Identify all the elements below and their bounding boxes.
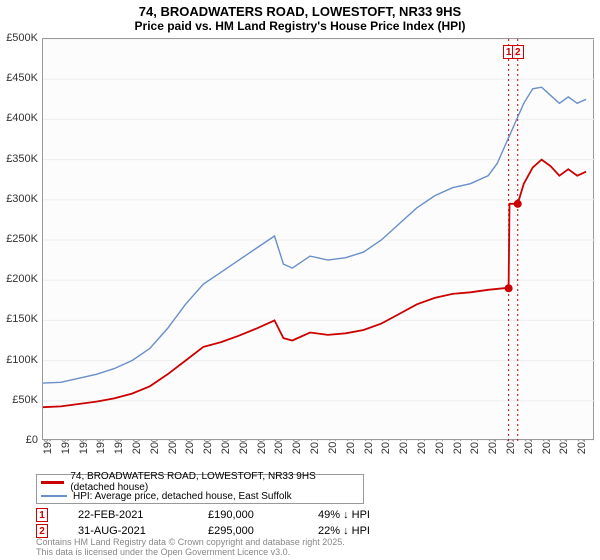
y-tick-label: £0 [26, 434, 38, 446]
y-tick-label: £300K [6, 193, 38, 205]
y-tick-label: £50K [12, 394, 38, 406]
plot-area: 12 [42, 38, 594, 440]
y-tick-label: £450K [6, 72, 38, 84]
sale-date: 31-AUG-2021 [78, 525, 178, 537]
chart-title-line1: 74, BROADWATERS ROAD, LOWESTOFT, NR33 9H… [0, 0, 600, 19]
chart-container: 74, BROADWATERS ROAD, LOWESTOFT, NR33 9H… [0, 0, 600, 560]
y-tick-label: £200K [6, 273, 38, 285]
sale-row: 2 31-AUG-2021 £295,000 22% ↓ HPI [36, 524, 370, 538]
y-tick-label: £100K [6, 354, 38, 366]
plot-svg [43, 39, 595, 441]
legend: 74, BROADWATERS ROAD, LOWESTOFT, NR33 9H… [36, 474, 364, 504]
sale-marker-box: 2 [512, 45, 524, 59]
legend-swatch [41, 481, 64, 484]
y-tick-label: £150K [6, 313, 38, 325]
y-tick-label: £350K [6, 153, 38, 165]
sale-price: £295,000 [208, 525, 288, 537]
sale-row: 1 22-FEB-2021 £190,000 49% ↓ HPI [36, 508, 370, 522]
series-hpi [43, 87, 586, 383]
sale-date: 22-FEB-2021 [78, 509, 178, 521]
series-price_paid [43, 160, 586, 408]
attribution: Contains HM Land Registry data © Crown c… [36, 538, 345, 558]
chart-title-line2: Price paid vs. HM Land Registry's House … [0, 19, 600, 35]
sale-price: £190,000 [208, 509, 288, 521]
legend-row: 74, BROADWATERS ROAD, LOWESTOFT, NR33 9H… [37, 475, 363, 489]
attribution-line: This data is licensed under the Open Gov… [36, 548, 345, 558]
legend-swatch [41, 495, 67, 497]
sale-delta: 22% ↓ HPI [318, 525, 370, 537]
y-tick-label: £400K [6, 112, 38, 124]
sale-marker-box: 1 [36, 508, 48, 522]
sale-delta: 49% ↓ HPI [318, 509, 370, 521]
y-tick-label: £500K [6, 32, 38, 44]
legend-label: HPI: Average price, detached house, East… [73, 491, 292, 502]
sale-marker-box: 2 [36, 524, 48, 538]
y-tick-label: £250K [6, 233, 38, 245]
